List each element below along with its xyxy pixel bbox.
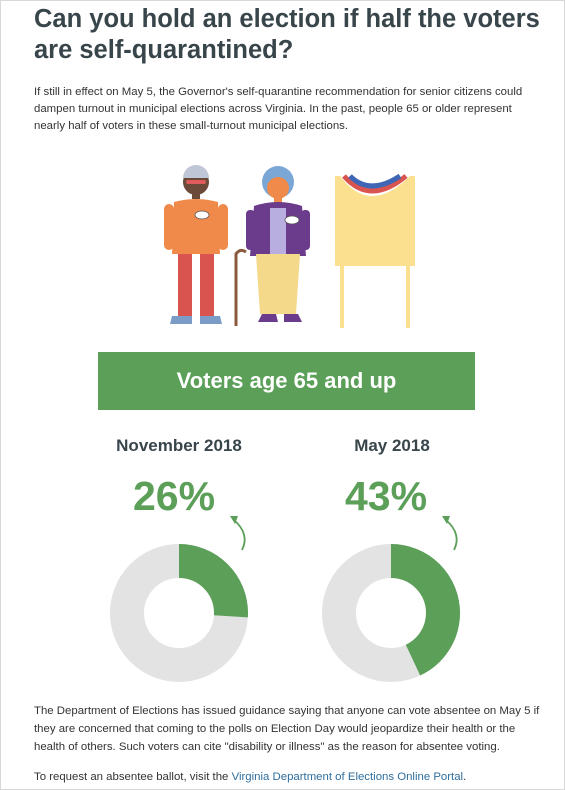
donut-age-65-slice xyxy=(110,544,248,682)
absentee-guidance-paragraph: The Department of Elections has issued g… xyxy=(34,705,540,753)
may-2018-column: May 2018 xyxy=(292,430,492,456)
voters-illustration xyxy=(164,165,415,328)
request-prefix: To request an absentee ballot, visit the xyxy=(34,771,232,783)
page-title: Can you hold an election if half the vot… xyxy=(34,5,540,64)
intro-paragraph: If still in effect on May 5, the Governo… xyxy=(34,86,523,132)
november-arrow-icon xyxy=(230,516,246,551)
november-2018-donut-chart xyxy=(110,544,248,682)
senior-woman-figure xyxy=(234,166,310,326)
may-2018-percent: 43% xyxy=(345,473,428,519)
november-2018-percent: 26% xyxy=(133,473,216,519)
may-2018-title: May 2018 xyxy=(354,436,430,455)
age-group-banner: Voters age 65 and up xyxy=(98,352,475,410)
november-2018-column: November 2018 xyxy=(79,430,279,456)
may-arrow-icon xyxy=(442,516,458,551)
donut-age-65-slice xyxy=(322,544,460,682)
request-ballot-line: To request an absentee ballot, visit the… xyxy=(34,768,544,786)
elections-portal-link[interactable]: Virginia Department of Elections Online … xyxy=(231,771,464,783)
november-2018-title: November 2018 xyxy=(116,436,242,455)
senior-man-figure xyxy=(164,165,228,324)
request-suffix: . xyxy=(463,771,467,783)
may-2018-donut-chart xyxy=(322,544,460,682)
voting-booth xyxy=(335,173,415,328)
